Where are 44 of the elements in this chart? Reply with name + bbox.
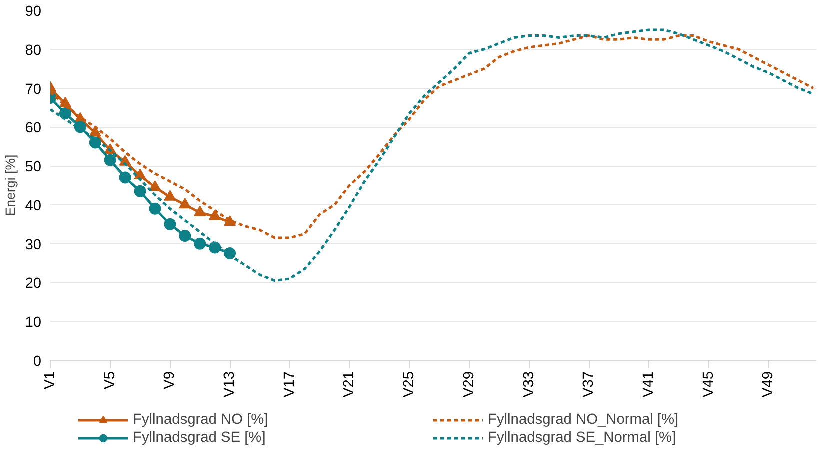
point: [164, 218, 176, 230]
legend-label: Fyllnadsgrad NO [%]: [133, 411, 270, 429]
y-axis-title: Energi [%]: [3, 154, 18, 216]
point: [179, 230, 192, 242]
point: [59, 108, 72, 120]
point: [194, 206, 206, 216]
y-tick-label: 60: [25, 120, 42, 137]
point: [149, 202, 162, 215]
point: [194, 238, 206, 250]
x-tick-label: V9: [162, 371, 178, 390]
x-tick-label: V21: [342, 372, 358, 398]
legend-label: Fyllnadsgrad NO_Normal [%]: [488, 411, 680, 429]
line-series: [50, 28, 815, 282]
x-tick-label: V33: [521, 372, 538, 398]
point: [179, 198, 192, 209]
y-tick-label: 80: [25, 42, 42, 59]
x-tick-label: V1: [42, 371, 58, 390]
y-tick-label: 70: [25, 82, 42, 98]
x-tick-label: V25: [402, 372, 418, 398]
y-tick-label: 50: [25, 160, 42, 176]
x-tick-label: V45: [700, 372, 717, 398]
x-tick-label: V17: [282, 372, 298, 398]
x-tick-label: V41: [640, 372, 657, 398]
x-tick-label: V49: [760, 372, 777, 398]
point: [134, 185, 146, 198]
legend-label: Fyllnadsgrad SE [%]: [133, 429, 267, 447]
y-tick-label: 30: [25, 237, 42, 254]
line-series: [50, 34, 815, 240]
y-tick-label: 90: [25, 4, 42, 20]
y-tick-label: 0: [33, 354, 42, 370]
x-tick-label: V13: [222, 372, 238, 398]
x-tick-label: V29: [461, 372, 478, 398]
y-tick-label: 40: [25, 198, 42, 214]
legend-label: Fyllnadsgrad SE_Normal [%]: [488, 429, 678, 447]
point: [149, 180, 162, 192]
point: [164, 190, 176, 201]
y-tick-label: 10: [25, 315, 42, 332]
y-tick-label: 20: [25, 276, 42, 292]
point: [209, 210, 222, 220]
point: [134, 168, 146, 180]
x-tick-label: V5: [102, 371, 118, 390]
x-tick-label: V37: [581, 372, 598, 398]
point: [104, 154, 116, 166]
point: [119, 172, 132, 184]
